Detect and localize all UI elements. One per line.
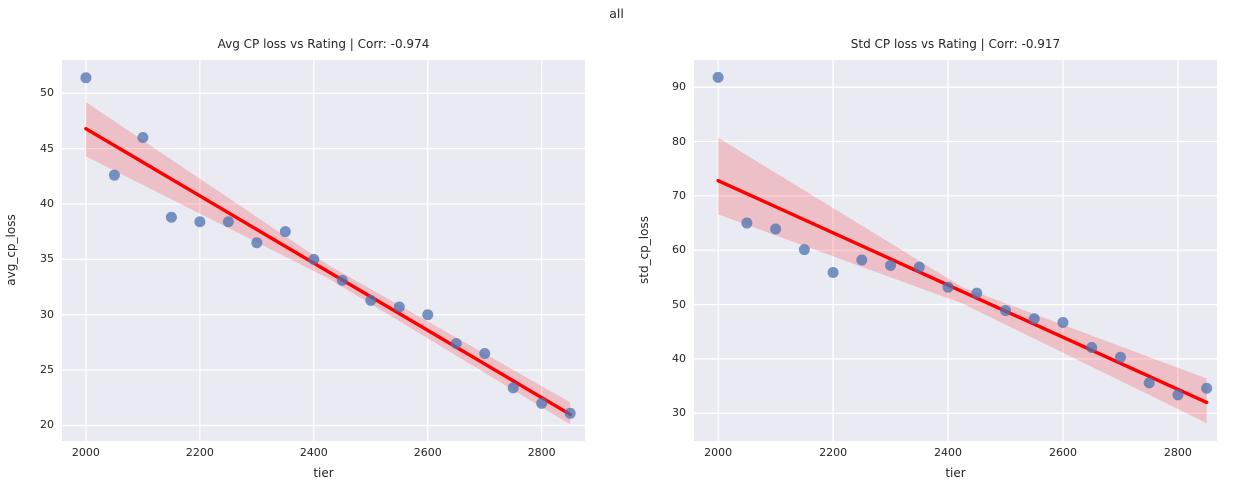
- data-point: [308, 253, 320, 265]
- y-tick-label: 25: [40, 363, 54, 377]
- y-tick-label: 40: [40, 196, 54, 210]
- data-point: [885, 259, 897, 271]
- y-tick-label: 35: [40, 252, 54, 266]
- data-point: [564, 407, 576, 419]
- x-tick-label: 2800: [1163, 446, 1192, 459]
- data-point: [1143, 377, 1155, 389]
- x-tick-label: 2800: [527, 446, 556, 459]
- axes-background: [62, 60, 585, 441]
- data-point: [479, 348, 491, 360]
- y-tick-label: 90: [672, 80, 686, 94]
- left-plot-title: Avg CP loss vs Rating | Corr: -0.974: [217, 37, 430, 51]
- x-tick-label: 2200: [819, 446, 848, 459]
- data-point: [856, 254, 868, 266]
- x-tick-label: 2600: [413, 446, 442, 459]
- data-point: [108, 169, 120, 181]
- data-point: [365, 294, 377, 306]
- y-tick-label: 20: [40, 418, 54, 432]
- data-point: [913, 261, 925, 273]
- data-point: [741, 217, 753, 229]
- y-tick-label: 50: [672, 297, 686, 311]
- right-plot-xlabel: tier: [945, 466, 966, 480]
- data-point: [770, 223, 782, 235]
- data-point: [536, 397, 548, 409]
- left-plot-ylabel: avg_cp_loss: [4, 214, 18, 286]
- data-point: [137, 132, 149, 144]
- data-point: [279, 226, 291, 238]
- data-point: [1028, 313, 1040, 325]
- y-tick-label: 50: [40, 86, 54, 100]
- y-tick-label: 40: [672, 351, 686, 365]
- data-point: [507, 382, 519, 394]
- data-point: [422, 309, 434, 321]
- data-point: [1000, 305, 1012, 317]
- right-plot-title: Std CP loss vs Rating | Corr: -0.917: [850, 37, 1061, 51]
- regression-line: [84, 126, 572, 417]
- data-point: [712, 71, 724, 83]
- std-cp-loss-plot-area: [694, 60, 1217, 441]
- x-tick-label: 2600: [1048, 446, 1077, 459]
- data-point: [1086, 342, 1098, 354]
- data-point: [798, 244, 810, 256]
- figure-suptitle: all: [609, 6, 624, 21]
- y-tick-label: 60: [672, 243, 686, 257]
- data-point: [165, 211, 177, 223]
- x-tick-label: 2400: [299, 446, 328, 459]
- x-tick-label: 2400: [934, 446, 963, 459]
- y-tick-label: 70: [672, 188, 686, 202]
- y-tick-label: 30: [672, 406, 686, 420]
- data-point: [80, 72, 92, 84]
- data-point: [827, 267, 839, 279]
- y-tick-label: 80: [672, 134, 686, 148]
- data-point: [251, 237, 263, 249]
- x-tick-label: 2000: [704, 446, 733, 459]
- data-point: [1201, 382, 1213, 394]
- data-point: [1114, 351, 1126, 363]
- confidence-band: [718, 137, 1207, 424]
- avg-cp-loss-plot-area: [62, 60, 585, 441]
- data-point: [942, 281, 954, 293]
- left-plot-xlabel: tier: [313, 466, 334, 480]
- data-point: [1057, 317, 1069, 329]
- regression-line: [716, 178, 1209, 405]
- y-tick-label: 30: [40, 307, 54, 321]
- data-point: [971, 287, 983, 299]
- data-point: [450, 338, 462, 350]
- data-point: [336, 274, 348, 286]
- x-tick-label: 2200: [185, 446, 214, 459]
- data-point: [222, 216, 234, 228]
- x-tick-label: 2000: [71, 446, 100, 459]
- data-point: [194, 216, 206, 228]
- data-point: [1172, 389, 1184, 401]
- y-tick-label: 45: [40, 141, 54, 155]
- data-point: [393, 301, 405, 313]
